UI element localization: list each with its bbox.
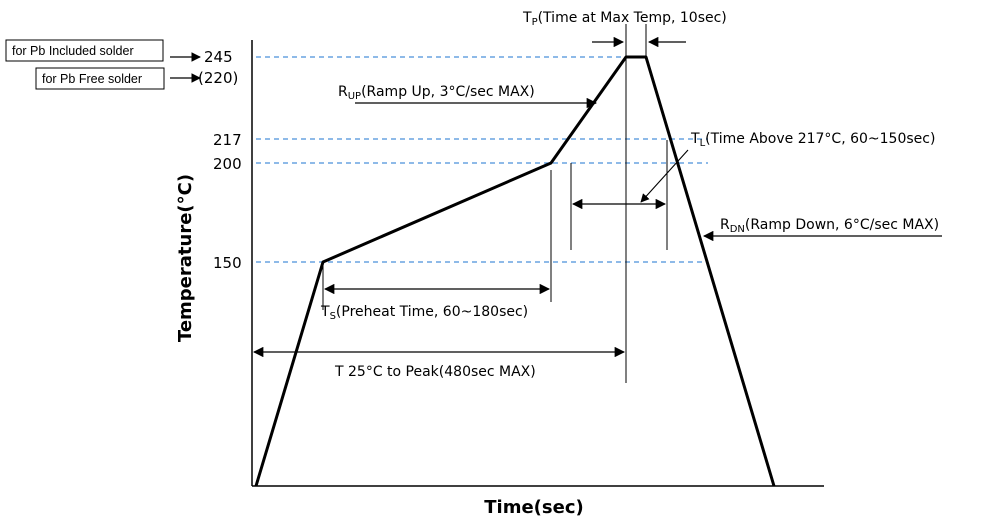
y-axis-title: Temperature(°C) — [175, 174, 196, 342]
ytick-217: 217 — [213, 131, 242, 149]
x-axis-title: Time(sec) — [484, 497, 583, 518]
temperature-profile — [254, 55, 776, 487]
tp-label: TP(Time at Max Temp, 10sec) — [522, 10, 727, 28]
pb-free-box — [35, 67, 165, 90]
pb-included-box — [5, 39, 164, 62]
ytick-150: 150 — [213, 254, 242, 272]
t25-label: T 25°C to Peak(480sec MAX) — [334, 364, 536, 380]
rdn-label: RDN(Ramp Down, 6°C/sec MAX) — [720, 217, 939, 235]
ytick-245: 245 — [204, 48, 233, 66]
pb-included-label: for Pb Included solder — [12, 44, 134, 58]
tl-pointer-arrow — [640, 149, 689, 203]
tl-label: TL(Time Above 217°C, 60~150sec) — [690, 131, 935, 149]
ts-label: TS(Preheat Time, 60~180sec) — [320, 304, 528, 322]
pb-free-label: for Pb Free solder — [42, 72, 142, 86]
rup-label: RUP(Ramp Up, 3°C/sec MAX) — [338, 84, 535, 102]
ytick-220: (220) — [198, 69, 238, 87]
ytick-200: 200 — [213, 155, 242, 173]
